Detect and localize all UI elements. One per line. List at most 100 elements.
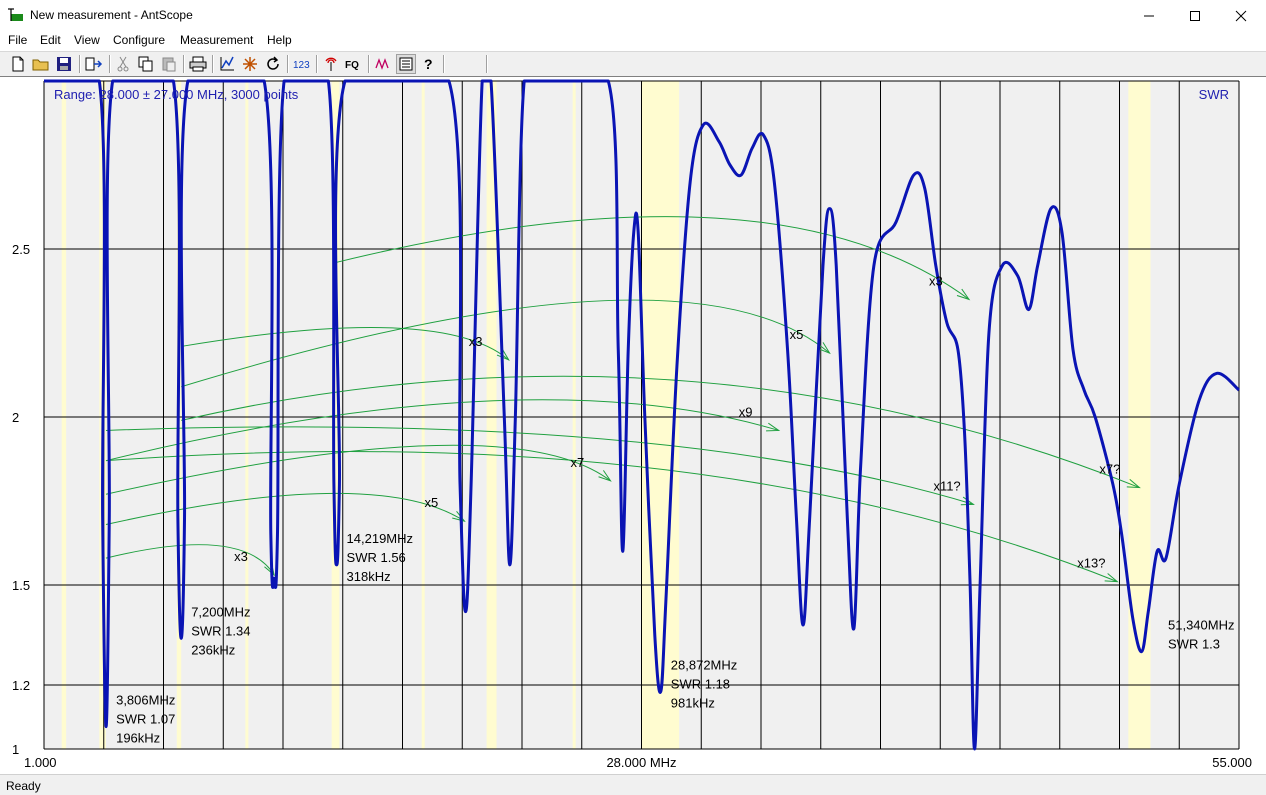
antenna-button[interactable]	[321, 54, 341, 74]
harmonic-arrow	[181, 299, 830, 388]
new-file-icon	[12, 56, 24, 72]
harmonic-arrow	[105, 399, 779, 462]
numeric-icon: 123	[293, 60, 310, 71]
harmonic-label: x3	[929, 273, 943, 288]
y-tick-label: 2	[12, 410, 19, 425]
open-folder-icon	[32, 59, 49, 71]
harmonic-arrow	[105, 426, 974, 505]
settings-icon	[243, 57, 257, 71]
ham-band-highlight	[245, 81, 249, 749]
numeric-label: 123	[293, 60, 310, 71]
toolbar-separator	[183, 55, 185, 73]
harmonic-arrow	[181, 375, 1140, 489]
ham-band-highlight	[1128, 81, 1151, 749]
y-tick-label: 1	[12, 742, 19, 757]
marker-label: 318kHz	[347, 569, 391, 584]
print-icon	[189, 56, 207, 72]
harmonic-label: x3	[234, 549, 248, 564]
close-icon	[1235, 10, 1247, 21]
ham-band-highlight	[331, 81, 340, 749]
minimize-button[interactable]	[1126, 0, 1172, 31]
numeric-button[interactable]: 123	[292, 54, 312, 74]
x-tick-label: 1.000	[24, 755, 57, 770]
paste-icon	[162, 57, 176, 72]
graph-button[interactable]	[217, 54, 237, 74]
harmonic-label: x7	[571, 455, 585, 470]
export-button[interactable]	[84, 54, 104, 74]
marker-label: 14,219MHz	[347, 531, 413, 546]
export-icon	[85, 57, 103, 71]
toolbar: 123 FQ ?	[0, 51, 1266, 78]
minimize-icon	[1144, 15, 1154, 16]
marker-label: SWR 1.56	[347, 550, 406, 565]
maximize-button[interactable]	[1172, 0, 1218, 31]
harmonic-arrow	[181, 327, 510, 361]
swr-chart[interactable]: x3 x5 x7 x9 x11? x13? x3 x5 x7? x3 Range: 28.000 ±…	[0, 77, 1266, 775]
toolbar-separator	[316, 55, 318, 73]
harmonic-arrowhead	[452, 510, 466, 523]
swr-plot-panel[interactable]: x3 x5 x7 x9 x11? x13? x3 x5 x7? x3 Range: 28.000 ±…	[0, 76, 1266, 775]
close-button[interactable]	[1218, 0, 1264, 31]
ham-band-highlight	[572, 81, 576, 749]
menu-edit[interactable]: Edit	[40, 33, 61, 47]
marker-label: SWR 1.18	[671, 676, 730, 691]
ham-band-highlight	[641, 81, 680, 749]
range-header: Range: 28.000 ± 27.000 MHz, 3000 points	[54, 87, 299, 102]
new-file-button[interactable]	[8, 54, 28, 74]
antscope-app-icon	[8, 8, 23, 21]
settings-button[interactable]	[240, 54, 260, 74]
harmonic-arrowhead	[1126, 479, 1141, 489]
harmonic-arrowhead	[956, 288, 971, 301]
marker-label: SWR 1.3	[1168, 637, 1220, 652]
marker-label: 3,806MHz	[116, 693, 175, 708]
status-text: Ready	[6, 779, 41, 793]
title-bar: New measurement - AntScope	[0, 0, 1266, 31]
menu-measurement[interactable]: Measurement	[180, 33, 254, 47]
harmonic-label: x5	[790, 327, 804, 342]
fq-button[interactable]: FQ	[344, 54, 364, 74]
refresh-icon	[267, 56, 279, 70]
list-icon	[399, 57, 413, 71]
marker-label: 51,340MHz	[1168, 618, 1234, 633]
copy-icon	[138, 56, 153, 72]
help-button[interactable]: ?	[419, 54, 439, 74]
save-icon	[57, 57, 71, 71]
graph-icon	[220, 56, 234, 71]
refresh-button[interactable]	[263, 54, 283, 74]
toolbar-separator	[443, 55, 445, 73]
harmonic-label: x9	[739, 404, 753, 419]
harmonic-label: x3	[469, 334, 483, 349]
y-tick-label: 1.2	[12, 678, 30, 693]
harmonic-arrow	[105, 544, 275, 576]
copy-button[interactable]	[136, 54, 156, 74]
toolbar-separator	[79, 55, 81, 73]
unit-header: SWR	[1199, 87, 1229, 102]
cut-icon	[117, 56, 129, 72]
marker-label: 7,200MHz	[191, 604, 250, 619]
status-bar: Ready	[0, 774, 1266, 795]
harmonic-arrowhead	[766, 422, 781, 432]
wave-button[interactable]	[373, 54, 393, 74]
save-button[interactable]	[54, 54, 74, 74]
menu-file[interactable]: File	[8, 33, 28, 47]
marker-label: 28,872MHz	[671, 657, 737, 672]
menu-bar: File Edit View Configure Measurement Hel…	[0, 31, 1266, 51]
toolbar-separator	[486, 55, 488, 73]
list-button[interactable]	[396, 54, 416, 74]
harmonic-label: x7?	[1099, 462, 1120, 477]
toolbar-separator	[212, 55, 214, 73]
menu-view[interactable]: View	[74, 33, 100, 47]
y-tick-label: 2.5	[12, 242, 30, 257]
harmonic-label: x11?	[933, 478, 960, 493]
menu-configure[interactable]: Configure	[113, 33, 166, 47]
harmonic-arrow	[335, 216, 970, 300]
toolbar-separator	[368, 55, 370, 73]
wave-icon	[375, 58, 389, 70]
paste-button[interactable]	[159, 54, 179, 74]
marker-label: SWR 1.34	[191, 623, 250, 638]
cut-button[interactable]	[113, 54, 133, 74]
harmonic-arrowhead	[817, 342, 831, 355]
open-button[interactable]	[31, 54, 51, 74]
print-button[interactable]	[188, 54, 208, 74]
menu-help[interactable]: Help	[267, 33, 292, 47]
